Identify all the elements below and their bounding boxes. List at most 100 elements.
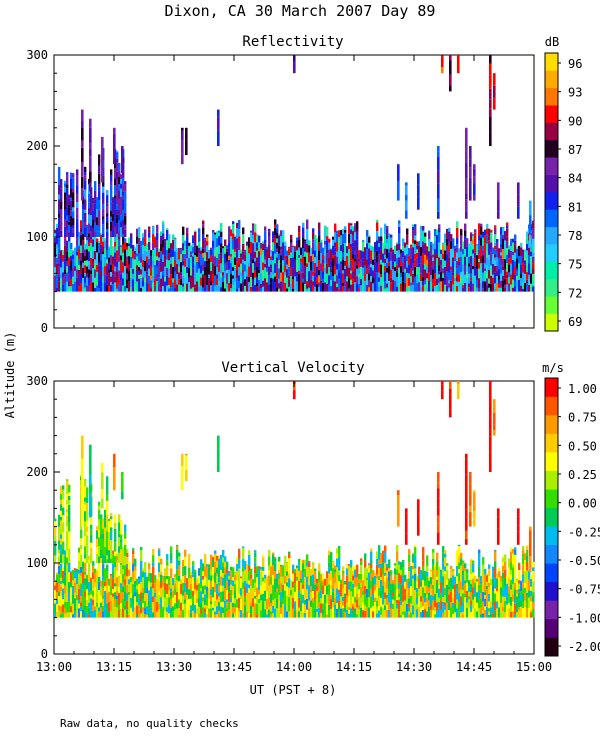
data-cell — [60, 534, 63, 539]
data-cell — [350, 233, 353, 244]
data-cell — [350, 567, 353, 578]
data-cell — [436, 569, 439, 577]
data-cell — [120, 215, 123, 222]
data-cell — [470, 611, 473, 618]
data-cell — [478, 236, 481, 241]
data-cell — [400, 265, 403, 273]
data-cell — [496, 587, 499, 592]
data-cell — [308, 562, 311, 567]
data-cell — [310, 586, 313, 593]
data-cell — [392, 599, 395, 604]
data-cell — [148, 229, 151, 233]
data-cell — [196, 246, 199, 257]
data-cell — [104, 568, 107, 574]
data-cell — [62, 541, 65, 550]
data-cell — [352, 271, 355, 279]
streak-cell — [517, 182, 520, 195]
data-cell — [272, 584, 275, 590]
data-cell — [242, 613, 245, 618]
data-cell — [114, 252, 117, 259]
data-cell — [178, 590, 181, 600]
data-cell — [112, 203, 115, 214]
data-cell — [94, 222, 97, 232]
data-cell — [182, 234, 185, 244]
data-cell — [280, 263, 283, 273]
data-cell — [60, 544, 63, 555]
data-cell — [90, 242, 93, 252]
data-cell — [194, 264, 197, 274]
data-cell — [394, 574, 397, 585]
data-cell — [80, 589, 83, 597]
data-cell — [308, 252, 311, 263]
data-cell — [150, 266, 153, 276]
data-cell — [258, 235, 261, 243]
data-cell — [324, 230, 327, 241]
data-cell — [192, 268, 195, 277]
data-cell — [66, 479, 69, 481]
data-cell — [106, 549, 109, 556]
data-cell — [452, 238, 455, 249]
data-cell — [478, 268, 481, 279]
data-cell — [314, 580, 317, 585]
data-cell — [388, 261, 391, 267]
data-cell — [328, 595, 331, 605]
data-cell — [62, 588, 65, 600]
data-cell — [64, 274, 67, 284]
data-cell — [138, 271, 141, 275]
data-cell — [396, 569, 399, 575]
data-cell — [220, 601, 223, 607]
data-cell — [416, 581, 419, 588]
data-cell — [184, 549, 187, 557]
data-cell — [160, 564, 163, 572]
data-cell — [334, 247, 337, 252]
data-cell — [294, 266, 297, 277]
data-cell — [454, 268, 457, 278]
data-cell — [204, 612, 207, 618]
data-cell — [168, 253, 171, 261]
data-cell — [118, 546, 121, 553]
data-cell — [298, 250, 301, 255]
data-cell — [512, 584, 515, 595]
data-cell — [378, 236, 381, 244]
data-cell — [74, 255, 77, 267]
data-cell — [246, 603, 249, 612]
streak-cell — [89, 118, 92, 128]
data-cell — [264, 259, 267, 264]
data-cell — [450, 240, 453, 250]
data-cell — [476, 611, 479, 618]
data-cell — [328, 604, 331, 610]
data-cell — [76, 594, 79, 601]
data-cell — [498, 275, 501, 280]
data-cell — [434, 228, 437, 237]
data-cell — [230, 589, 233, 599]
data-cell — [124, 256, 127, 267]
data-cell — [72, 192, 75, 201]
data-cell — [506, 608, 509, 618]
data-cell — [478, 258, 481, 263]
data-cell — [412, 284, 415, 292]
data-cell — [472, 283, 475, 292]
data-cell — [288, 551, 291, 554]
data-cell — [274, 586, 277, 593]
data-cell — [332, 588, 335, 592]
data-cell — [58, 236, 61, 243]
data-cell — [192, 603, 195, 611]
data-cell — [458, 593, 461, 603]
streak-cell — [517, 525, 520, 532]
data-cell — [206, 574, 209, 579]
data-cell — [202, 287, 205, 292]
data-cell — [70, 572, 73, 583]
data-cell — [302, 237, 305, 248]
data-cell — [428, 246, 431, 252]
data-cell — [264, 248, 267, 257]
streak-cell — [101, 478, 104, 490]
data-cell — [398, 233, 401, 244]
data-cell — [174, 588, 177, 596]
data-cell — [70, 278, 73, 287]
data-cell — [498, 607, 501, 618]
data-cell — [90, 194, 93, 203]
data-cell — [258, 568, 261, 572]
data-cell — [252, 279, 255, 287]
data-cell — [472, 244, 475, 250]
data-cell — [396, 589, 399, 600]
